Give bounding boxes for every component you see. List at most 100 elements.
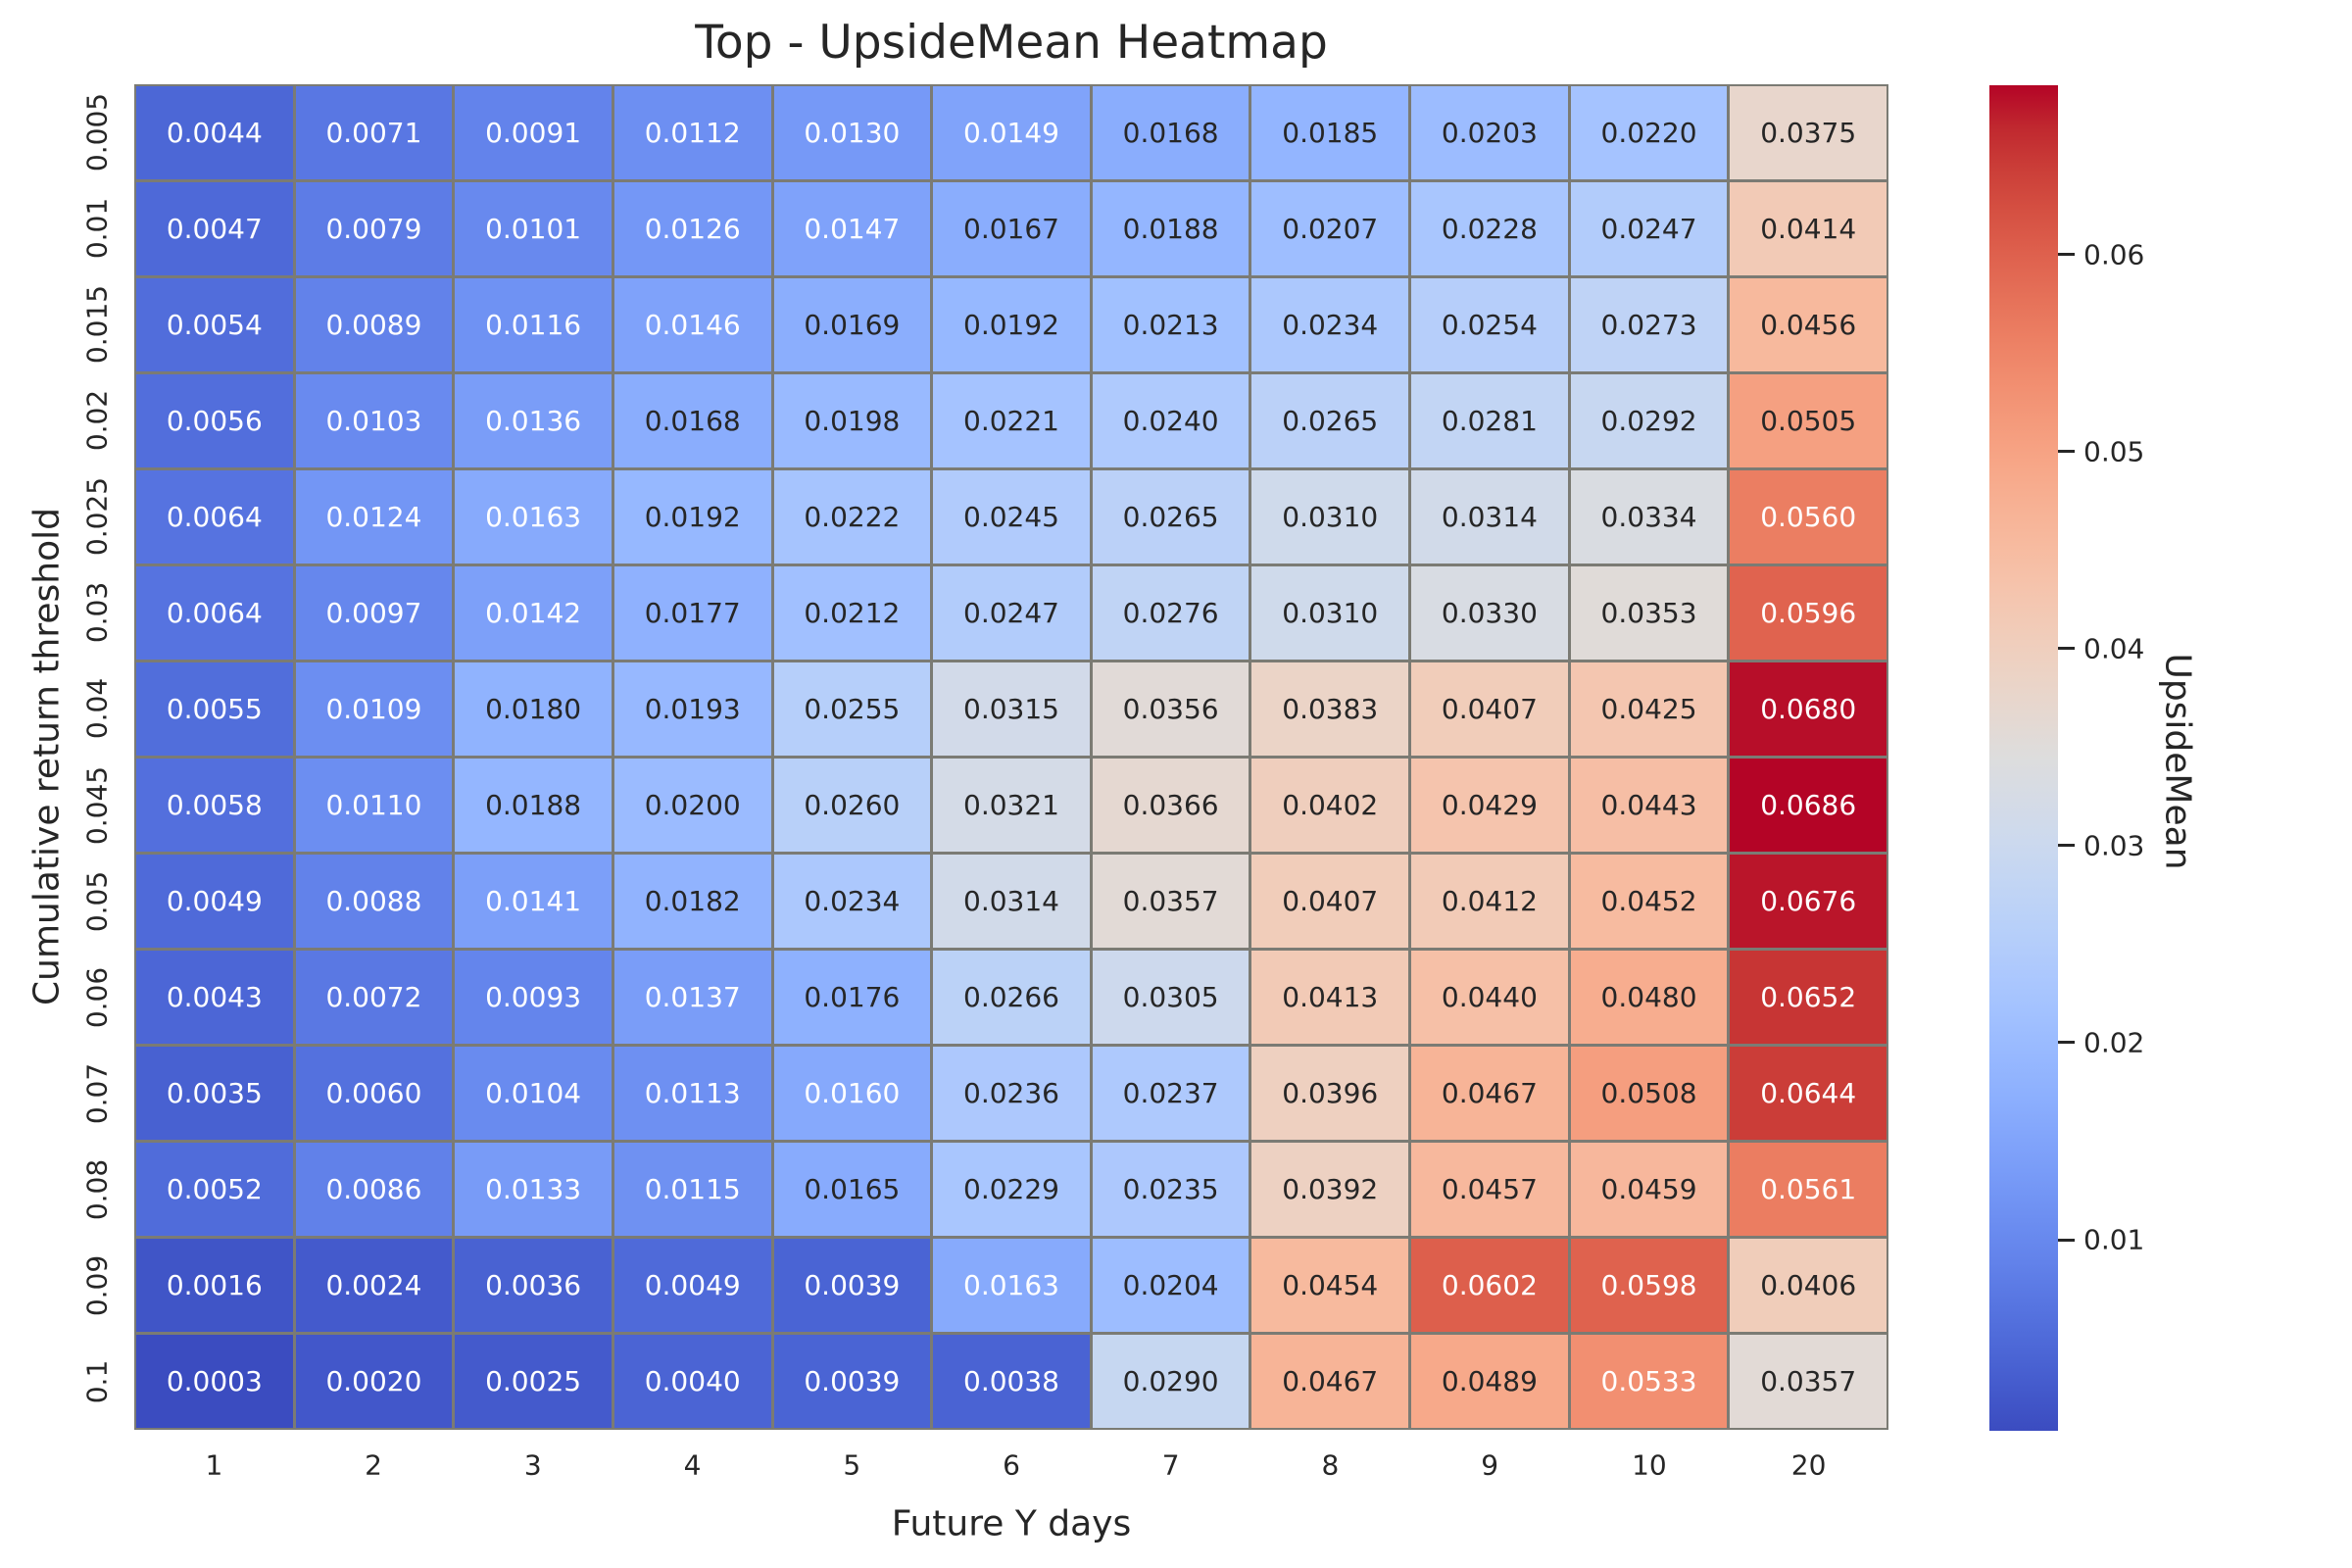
heatmap-cell-r3-c7: 0.0265 (1251, 374, 1409, 467)
heatmap-cell-r11-c6: 0.0235 (1092, 1143, 1250, 1236)
heatmap-cell-r10-c9: 0.0508 (1570, 1047, 1728, 1140)
heatmap-cell-r4-c10: 0.0560 (1730, 470, 1886, 564)
heatmap-cell-r6-c7: 0.0383 (1251, 662, 1409, 756)
heatmap-cell-r12-c7: 0.0454 (1251, 1239, 1409, 1332)
heatmap-cell-r13-c4: 0.0039 (773, 1335, 931, 1428)
heatmap-cell-r6-c6: 0.0356 (1092, 662, 1250, 756)
y-tick-label-0.01: 0.01 (80, 197, 114, 260)
heatmap-cell-r10-c7: 0.0396 (1251, 1047, 1409, 1140)
heatmap-cell-r11-c9: 0.0459 (1570, 1143, 1728, 1236)
heatmap-cell-r7-c1: 0.0110 (295, 759, 453, 852)
heatmap-cell-r12-c9: 0.0598 (1570, 1239, 1728, 1332)
colorbar-tick-label-0.05: 0.05 (2083, 435, 2145, 468)
y-tick-label-0.09: 0.09 (80, 1254, 114, 1317)
heatmap-cell-r12-c1: 0.0024 (295, 1239, 453, 1332)
heatmap-cell-r13-c7: 0.0467 (1251, 1335, 1409, 1428)
heatmap-cell-r13-c0: 0.0003 (136, 1335, 293, 1428)
heatmap-cell-r5-c9: 0.0353 (1570, 566, 1728, 660)
heatmap-cell-r8-c4: 0.0234 (773, 855, 931, 948)
heatmap-cell-r5-c0: 0.0064 (136, 566, 293, 660)
heatmap-cell-r6-c10: 0.0680 (1730, 662, 1886, 756)
heatmap-cell-r10-c5: 0.0236 (933, 1047, 1090, 1140)
heatmap-cell-r7-c5: 0.0321 (933, 759, 1090, 852)
heatmap-cell-r8-c0: 0.0049 (136, 855, 293, 948)
heatmap-cell-r8-c3: 0.0182 (613, 855, 771, 948)
heatmap-cell-r9-c8: 0.0440 (1411, 951, 1568, 1044)
heatmap-cell-r3-c2: 0.0136 (455, 374, 612, 467)
heatmap-cell-r10-c2: 0.0104 (455, 1047, 612, 1140)
heatmap-cell-r12-c8: 0.0602 (1411, 1239, 1568, 1332)
heatmap-cell-r7-c2: 0.0188 (455, 759, 612, 852)
heatmap-cell-r0-c9: 0.0220 (1570, 86, 1728, 179)
heatmap-cell-r6-c3: 0.0193 (613, 662, 771, 756)
heatmap-cell-r4-c7: 0.0310 (1251, 470, 1409, 564)
heatmap-cell-r3-c4: 0.0198 (773, 374, 931, 467)
heatmap-cell-r2-c10: 0.0456 (1730, 278, 1886, 371)
heatmap-cell-r9-c1: 0.0072 (295, 951, 453, 1044)
heatmap-cell-r8-c1: 0.0088 (295, 855, 453, 948)
colorbar-label: UpsideMean (2157, 653, 2198, 870)
colorbar-tickmark-0.02 (2058, 1041, 2075, 1045)
heatmap-cell-r10-c10: 0.0644 (1730, 1047, 1886, 1140)
heatmap-cell-r11-c7: 0.0392 (1251, 1143, 1409, 1236)
heatmap-cell-r9-c6: 0.0305 (1092, 951, 1250, 1044)
heatmap-cell-r9-c0: 0.0043 (136, 951, 293, 1044)
heatmap-cell-r4-c6: 0.0265 (1092, 470, 1250, 564)
heatmap-cell-r9-c4: 0.0176 (773, 951, 931, 1044)
heatmap-cell-r4-c9: 0.0334 (1570, 470, 1728, 564)
colorbar-tick-label-0.04: 0.04 (2083, 632, 2145, 665)
heatmap-cell-r2-c1: 0.0089 (295, 278, 453, 371)
heatmap-cell-r11-c10: 0.0561 (1730, 1143, 1886, 1236)
heatmap-cell-r1-c5: 0.0167 (933, 182, 1090, 275)
heatmap-grid: 0.0044 0.0071 0.0091 0.0112 0.0130 0.0149 0.01… (134, 84, 1888, 1430)
heatmap-cell-r3-c10: 0.0505 (1730, 374, 1886, 467)
heatmap-cell-r10-c0: 0.0035 (136, 1047, 293, 1140)
y-tick-label-0.015: 0.015 (80, 285, 114, 365)
x-tick-label-20: 20 (1790, 1448, 1827, 1482)
colorbar-tickmark-0.03 (2058, 844, 2075, 848)
y-tick-label-0.06: 0.06 (80, 966, 114, 1028)
chart-title: Top - UpsideMean Heatmap (695, 16, 1328, 70)
heatmap-cell-r4-c3: 0.0192 (613, 470, 771, 564)
heatmap-cell-r3-c8: 0.0281 (1411, 374, 1568, 467)
heatmap-cell-r7-c6: 0.0366 (1092, 759, 1250, 852)
heatmap-cell-r12-c4: 0.0039 (773, 1239, 931, 1332)
colorbar-tickmark-0.05 (2058, 450, 2075, 454)
heatmap-cell-r5-c7: 0.0310 (1251, 566, 1409, 660)
heatmap-cell-r6-c2: 0.0180 (455, 662, 612, 756)
y-tick-label-0.04: 0.04 (80, 678, 114, 740)
heatmap-cell-r10-c3: 0.0113 (613, 1047, 771, 1140)
heatmap-cell-r3-c6: 0.0240 (1092, 374, 1250, 467)
heatmap-cell-r0-c7: 0.0185 (1251, 86, 1409, 179)
heatmap-cell-r11-c0: 0.0052 (136, 1143, 293, 1236)
heatmap-cell-r8-c8: 0.0412 (1411, 855, 1568, 948)
y-tick-label-0.03: 0.03 (80, 582, 114, 644)
x-tick-label-4: 4 (683, 1448, 702, 1482)
heatmap-cell-r13-c6: 0.0290 (1092, 1335, 1250, 1428)
heatmap-cell-r12-c10: 0.0406 (1730, 1239, 1886, 1332)
heatmap-cell-r10-c1: 0.0060 (295, 1047, 453, 1140)
heatmap-cell-r3-c3: 0.0168 (613, 374, 771, 467)
y-tick-label-0.02: 0.02 (80, 390, 114, 452)
heatmap-cell-r1-c0: 0.0047 (136, 182, 293, 275)
heatmap-cell-r11-c5: 0.0229 (933, 1143, 1090, 1236)
heatmap-cell-r13-c10: 0.0357 (1730, 1335, 1886, 1428)
colorbar-gradient (1989, 85, 2058, 1431)
heatmap-cell-r2-c0: 0.0054 (136, 278, 293, 371)
heatmap-cell-r13-c9: 0.0533 (1570, 1335, 1728, 1428)
heatmap-cell-r7-c8: 0.0429 (1411, 759, 1568, 852)
heatmap-cell-r10-c8: 0.0467 (1411, 1047, 1568, 1140)
heatmap-cell-r5-c4: 0.0212 (773, 566, 931, 660)
heatmap-cell-r0-c1: 0.0071 (295, 86, 453, 179)
heatmap-cell-r13-c1: 0.0020 (295, 1335, 453, 1428)
heatmap-cell-r8-c2: 0.0141 (455, 855, 612, 948)
heatmap-cell-r2-c2: 0.0116 (455, 278, 612, 371)
heatmap-cell-r9-c3: 0.0137 (613, 951, 771, 1044)
heatmap-cell-r8-c5: 0.0314 (933, 855, 1090, 948)
heatmap-cell-r5-c3: 0.0177 (613, 566, 771, 660)
heatmap-cell-r0-c3: 0.0112 (613, 86, 771, 179)
heatmap-cell-r12-c3: 0.0049 (613, 1239, 771, 1332)
heatmap-cell-r13-c8: 0.0489 (1411, 1335, 1568, 1428)
heatmap-cell-r2-c5: 0.0192 (933, 278, 1090, 371)
